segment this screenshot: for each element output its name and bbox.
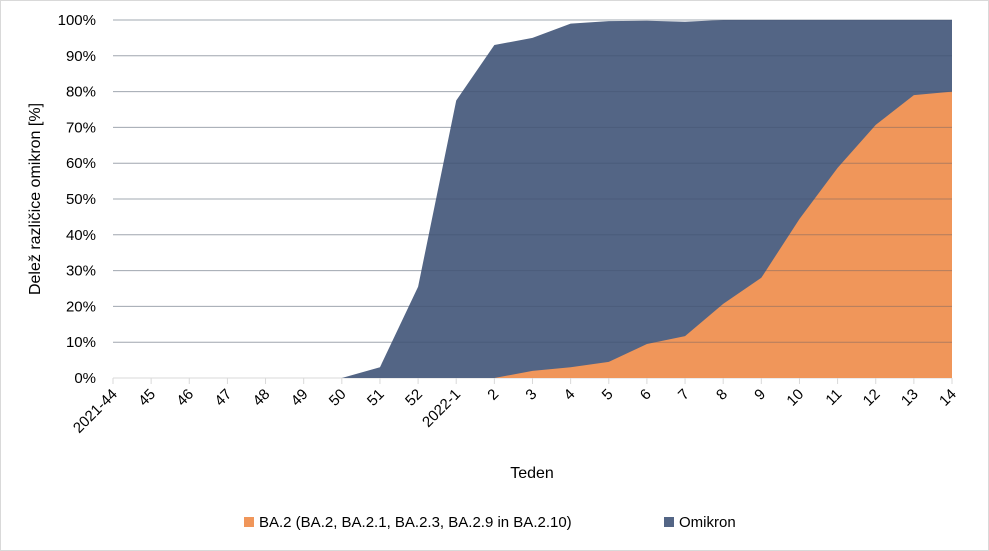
y-tick-label: 80% [66, 84, 96, 101]
x-tick-label: 7 [675, 386, 693, 404]
x-tick-label: 2 [484, 386, 502, 404]
x-tick-label: 14 [936, 386, 960, 410]
x-tick-label: 3 [522, 386, 540, 404]
x-tick-label: 50 [326, 386, 350, 410]
legend-label: Omikron [679, 514, 736, 531]
legend-swatch [664, 517, 674, 527]
x-tick-label: 2021-44 [70, 386, 121, 437]
x-tick-label: 9 [751, 386, 769, 404]
y-tick-label: 70% [66, 119, 96, 136]
x-tick-label: 5 [599, 386, 617, 404]
y-tick-label: 0% [74, 370, 96, 387]
y-axis-label: Delež različice omikron [%] [27, 103, 44, 295]
x-tick-label: 45 [135, 386, 159, 410]
area-series-ba2 [113, 91, 952, 378]
y-tick-label: 40% [66, 227, 96, 244]
x-tick-label: 2022-1 [419, 386, 464, 431]
y-tick-label: 20% [66, 298, 96, 315]
x-axis-label: Teden [510, 465, 554, 482]
x-tick-label: 47 [211, 386, 235, 410]
area-series-omikron [113, 20, 952, 378]
x-tick-label: 51 [364, 386, 388, 410]
x-tick-label: 10 [783, 386, 807, 410]
x-tick-label: 48 [250, 386, 274, 410]
y-tick-label: 10% [66, 334, 96, 351]
x-tick-label: 4 [561, 386, 579, 404]
legend-label: BA.2 (BA.2, BA.2.1, BA.2.3, BA.2.9 in BA… [259, 514, 572, 531]
x-tick-label: 13 [898, 386, 922, 410]
x-tick-label: 11 [822, 386, 845, 409]
x-tick-label: 52 [402, 386, 426, 410]
y-tick-label: 60% [66, 155, 96, 172]
y-tick-label: 100% [58, 12, 96, 29]
x-tick-label: 46 [173, 386, 197, 410]
x-tick-label: 6 [637, 386, 655, 404]
y-tick-label: 50% [66, 191, 96, 208]
y-tick-label: 30% [66, 263, 96, 280]
x-tick-label: 8 [713, 386, 731, 404]
y-tick-label: 90% [66, 48, 96, 65]
x-tick-label: 49 [288, 386, 312, 410]
legend-swatch [244, 517, 254, 527]
x-tick-label: 12 [860, 386, 884, 410]
